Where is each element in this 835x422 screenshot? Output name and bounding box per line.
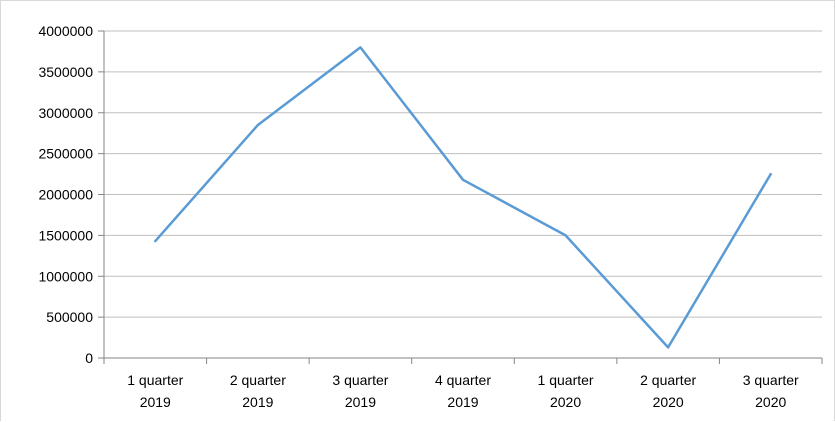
y-tick-label: 3000000 [38,105,93,121]
x-tick-label: 4 quarter 2019 [435,372,491,410]
x-tick-label-line: 2 quarter [230,372,286,388]
x-tick-label: 1 quarter 2019 [127,372,183,410]
x-tick-label: 2 quarter 2019 [230,372,286,410]
x-tick-label-line: 1 quarter [538,372,594,388]
x-tick-label: 3 quarter 2020 [743,372,799,410]
x-tick-label-line: 2019 [140,394,171,410]
x-tick-label: 1 quarter 2020 [538,372,594,410]
x-tick-label-line: 3 quarter [332,372,388,388]
y-tick-label: 1500000 [38,227,93,243]
x-tick-label-line: 2019 [447,394,478,410]
x-tick-label: 2 quarter 2020 [640,372,696,410]
x-tick-label-line: 2 quarter [640,372,696,388]
x-tick-label-line: 2020 [550,394,581,410]
y-tick-label: 2000000 [38,187,93,203]
x-tick-label-line: 2020 [755,394,786,410]
y-tick-label: 2500000 [38,146,93,162]
y-tick-label: 0 [85,350,93,366]
x-tick-label-line: 3 quarter [743,372,799,388]
x-tick-label-line: 2019 [242,394,273,410]
y-tick-label: 4000000 [38,23,93,39]
x-tick-label-line: 1 quarter [127,372,183,388]
y-tick-label: 500000 [46,309,93,325]
y-tick-label: 3500000 [38,64,93,80]
x-tick-label-line: 2019 [345,394,376,410]
x-tick-label: 3 quarter 2019 [332,372,388,410]
series-line [155,47,770,347]
y-tick-label: 1000000 [38,268,93,284]
x-tick-label-line: 4 quarter [435,372,491,388]
x-tick-label-line: 2020 [653,394,684,410]
